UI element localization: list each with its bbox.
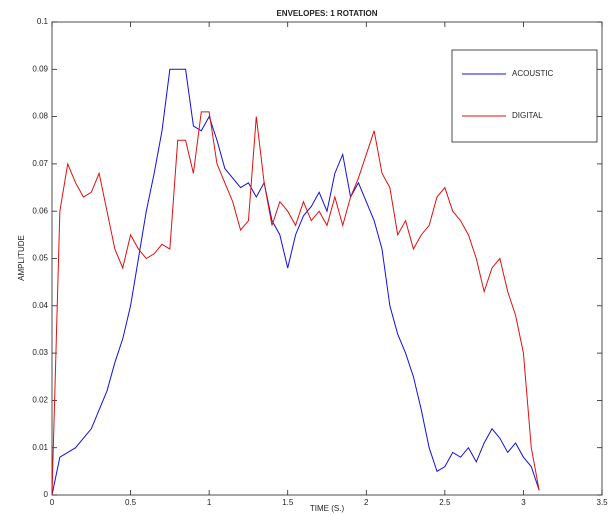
x-tick-label: 2.5 bbox=[439, 498, 451, 507]
y-tick-label: 0.02 bbox=[32, 396, 48, 405]
legend-label: DIGITAL bbox=[512, 111, 543, 120]
y-tick-label: 0.08 bbox=[32, 112, 48, 121]
x-tick-label: 3.5 bbox=[596, 498, 608, 507]
y-tick-label: 0.07 bbox=[32, 159, 48, 168]
y-tick-label: 0.01 bbox=[32, 443, 48, 452]
x-tick-label: 0 bbox=[50, 498, 55, 507]
legend-label: ACOUSTIC bbox=[512, 69, 554, 78]
legend-box bbox=[451, 49, 598, 143]
x-tick-label: 1 bbox=[207, 498, 212, 507]
chart-title: ENVELOPES: 1 ROTATION bbox=[276, 9, 377, 18]
x-tick-label: 1.5 bbox=[282, 498, 294, 507]
y-tick-label: 0.03 bbox=[32, 348, 48, 357]
series-line bbox=[51, 111, 540, 496]
y-tick-label: 0.1 bbox=[37, 17, 49, 26]
y-tick-label: 0.06 bbox=[32, 206, 48, 215]
x-tick-label: 3 bbox=[521, 498, 526, 507]
x-axis-label: TIME (S.) bbox=[310, 504, 345, 513]
x-tick-label: 0.5 bbox=[125, 498, 137, 507]
series-line bbox=[51, 68, 540, 496]
y-axis-label: AMPLITUDE bbox=[17, 235, 26, 281]
y-tick-label: 0.09 bbox=[32, 64, 48, 73]
x-tick-label: 2 bbox=[364, 498, 369, 507]
y-tick-label: 0.05 bbox=[32, 254, 48, 263]
y-tick-label: 0 bbox=[44, 490, 49, 499]
y-tick-label: 0.04 bbox=[32, 301, 48, 310]
